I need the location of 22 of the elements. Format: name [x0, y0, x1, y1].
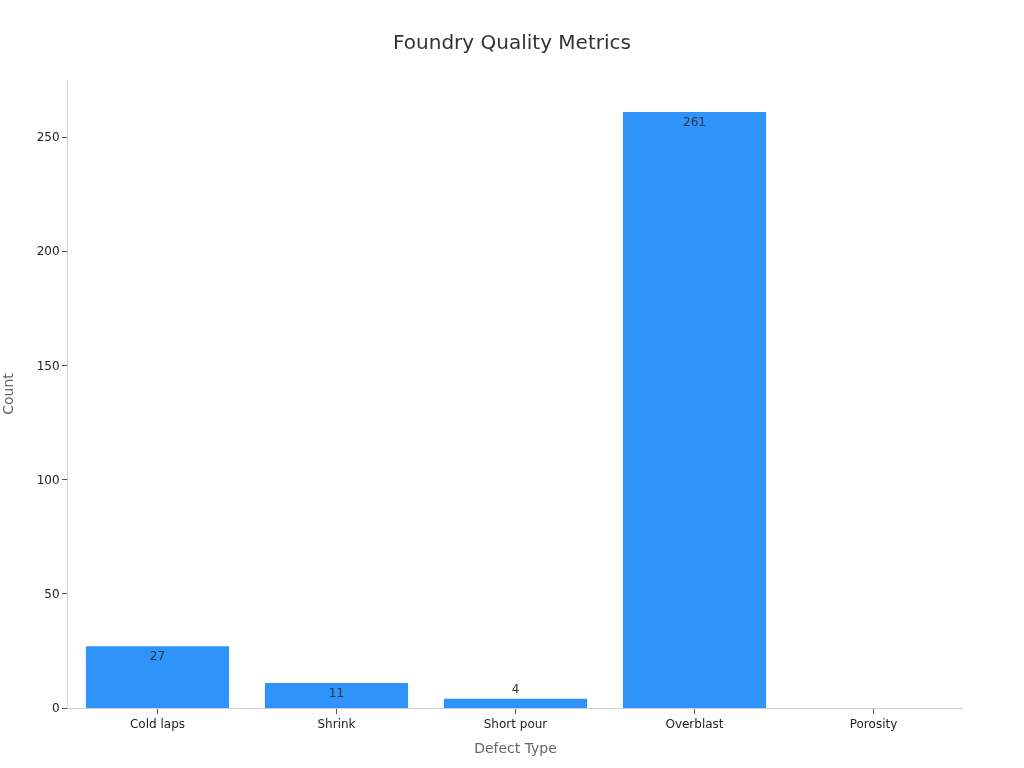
x-tick-label: Shrink	[317, 717, 356, 732]
y-tick-label: 50	[44, 587, 60, 602]
bar	[622, 111, 767, 708]
bar	[85, 646, 230, 708]
x-tick-label: Porosity	[849, 717, 898, 732]
y-tick-label: 200	[36, 244, 60, 259]
bar	[264, 682, 409, 708]
data-label: 261	[683, 114, 706, 129]
data-label: 11	[328, 685, 345, 700]
chart-title: Foundry Quality Metrics	[393, 29, 631, 54]
y-tick-label: 100	[36, 472, 60, 487]
x-tick-label: Overblast	[665, 717, 724, 732]
bar	[443, 698, 588, 708]
x-tick-label: Cold laps	[129, 717, 186, 732]
data-label: 27	[149, 649, 166, 664]
data-label: 4	[511, 681, 520, 696]
x-tick-label: Short pour	[483, 717, 548, 732]
y-tick-label: 150	[36, 358, 60, 373]
y-axis-title: Count	[0, 372, 16, 415]
y-tick-label: 250	[36, 130, 60, 145]
x-axis-title: Defect Type	[474, 739, 557, 756]
y-tick-label: 0	[51, 701, 60, 716]
